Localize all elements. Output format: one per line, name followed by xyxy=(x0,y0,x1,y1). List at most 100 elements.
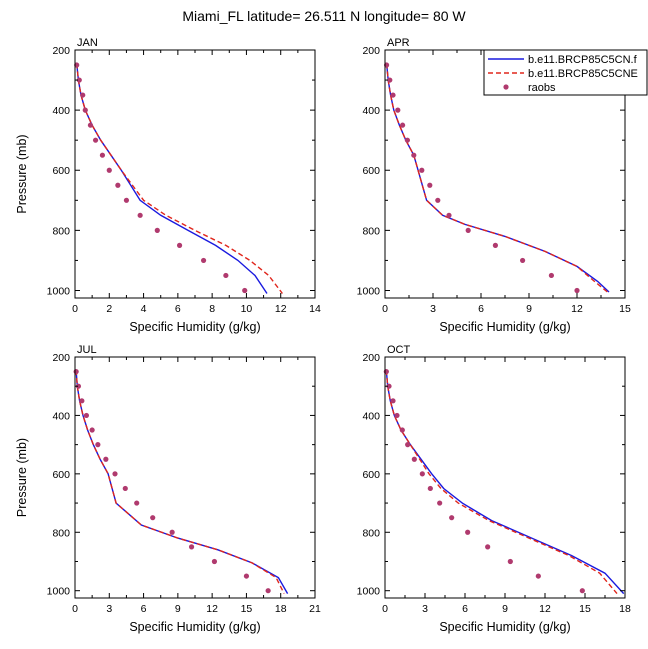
raob-point-apr-10 xyxy=(446,212,452,218)
raob-point-jul-9 xyxy=(134,500,140,506)
raob-point-jul-11 xyxy=(169,529,175,535)
panel-oct: OCT 0 3 6 9 12 15 18 200 400 600 800 1000 Specific Hu… xyxy=(357,344,631,634)
raob-point-oct-3 xyxy=(394,412,400,419)
panel-label-apr: APR xyxy=(387,37,410,49)
panel-jan: JAN 0 2 4 6 8 10 12 14 200 400 600 800 1000 Specific H… xyxy=(15,37,321,334)
legend-label-2: b.e11.BRCP85C5CNE xyxy=(528,68,638,80)
x-tick-label-oct-6: 18 xyxy=(619,603,631,615)
raob-point-apr-7 xyxy=(419,167,425,173)
raob-point-apr-5 xyxy=(404,137,410,143)
raob-point-oct-9 xyxy=(437,500,443,506)
series-line-oct-2 xyxy=(385,370,618,595)
x-tick-label-oct-1: 3 xyxy=(422,603,428,615)
x-tick-label-apr-5: 15 xyxy=(619,303,631,315)
raob-point-apr-1 xyxy=(387,77,393,83)
raob-point-oct-5 xyxy=(405,442,411,448)
legend: b.e11.BRCP85C5CN.f b.e11.BRCP85C5CNE raobs xyxy=(483,49,648,96)
raob-point-jul-15 xyxy=(265,588,271,594)
raob-point-jan-11 xyxy=(154,227,160,233)
y-tick-label-oct-3: 800 xyxy=(362,527,380,539)
raob-point-apr-13 xyxy=(520,257,526,264)
y-tick-label-oct-2: 600 xyxy=(362,469,380,481)
x-tick-label-oct-2: 6 xyxy=(462,603,468,615)
figure-title: Miami_FL latitude= 26.511 N longitude= 8… xyxy=(182,8,466,24)
series-line-jul-1 xyxy=(75,370,289,594)
raob-point-jul-2 xyxy=(79,398,85,404)
y-tick-label-jul-1: 400 xyxy=(52,410,70,422)
y-tick-label-apr-0: 200 xyxy=(362,45,380,57)
raob-point-oct-1 xyxy=(386,383,392,389)
axes-frame-oct xyxy=(384,356,626,599)
raob-point-oct-8 xyxy=(427,485,433,492)
raob-point-jul-5 xyxy=(95,442,101,448)
panel-apr: APR 0 3 6 9 12 15 200 400 600 800 1000 Specific Humi… xyxy=(357,37,631,334)
x-tick-label-jan-4: 8 xyxy=(209,303,215,315)
x-tick-label-jul-1: 3 xyxy=(106,603,112,615)
series-line-jan-2 xyxy=(76,63,283,294)
raob-point-jan-10 xyxy=(137,212,143,218)
raob-point-oct-13 xyxy=(507,558,513,565)
raob-point-apr-4 xyxy=(400,122,406,128)
raob-point-jul-7 xyxy=(112,471,118,477)
raob-point-apr-8 xyxy=(427,182,433,188)
raob-point-oct-7 xyxy=(419,471,425,477)
y-axis-label-jan: Pressure (mb) xyxy=(15,134,29,213)
x-tick-label-oct-3: 9 xyxy=(502,603,508,615)
y-tick-label-jan-0: 200 xyxy=(52,45,70,57)
x-axis-label-jul: Specific Humidity (g/kg) xyxy=(129,620,260,634)
raob-point-jan-5 xyxy=(92,137,99,143)
x-axis-label-apr: Specific Humidity (g/kg) xyxy=(439,320,570,334)
x-tick-label-jul-7: 21 xyxy=(309,603,321,615)
x-tick-label-jul-5: 15 xyxy=(241,603,253,615)
raob-point-oct-14 xyxy=(535,573,541,579)
raob-point-oct-11 xyxy=(465,529,471,535)
legend-swatch-3 xyxy=(503,84,509,90)
y-tick-label-apr-4: 1000 xyxy=(357,285,381,297)
raob-point-jul-12 xyxy=(188,544,195,550)
x-tick-label-apr-4: 12 xyxy=(571,303,583,315)
y-tick-label-apr-3: 800 xyxy=(362,225,380,237)
x-tick-label-apr-1: 3 xyxy=(430,303,436,315)
x-tick-label-jan-1: 2 xyxy=(106,303,112,315)
raob-point-jan-1 xyxy=(76,77,82,83)
y-tick-label-apr-1: 400 xyxy=(362,105,380,117)
raob-point-jan-3 xyxy=(82,107,88,113)
x-tick-label-oct-4: 12 xyxy=(539,603,551,615)
series-line-oct-1 xyxy=(385,370,625,595)
legend-label-1: b.e11.BRCP85C5CN.f xyxy=(528,54,638,66)
y-tick-label-jan-3: 800 xyxy=(52,225,70,237)
x-tick-label-jul-3: 9 xyxy=(175,603,181,615)
panel-label-oct: OCT xyxy=(387,344,411,356)
panel-label-jul: JUL xyxy=(77,344,97,356)
panel-label-jan: JAN xyxy=(77,37,98,49)
raob-point-jul-13 xyxy=(211,558,218,565)
x-tick-label-apr-0: 0 xyxy=(382,303,388,315)
raob-point-jan-9 xyxy=(123,197,130,203)
x-axis-label-oct: Specific Humidity (g/kg) xyxy=(439,620,570,634)
raob-point-jul-14 xyxy=(243,573,250,579)
raob-point-jul-3 xyxy=(83,412,90,419)
raob-point-jan-15 xyxy=(242,287,248,294)
raob-point-jul-10 xyxy=(150,515,156,521)
y-tick-label-jul-0: 200 xyxy=(52,352,70,364)
y-tick-label-jul-2: 600 xyxy=(52,469,70,481)
x-tick-label-jan-3: 6 xyxy=(175,303,181,315)
legend-box xyxy=(483,49,648,96)
raob-point-apr-15 xyxy=(574,287,580,294)
x-tick-label-jan-2: 4 xyxy=(141,303,147,315)
raob-point-jul-1 xyxy=(75,383,82,389)
raob-point-apr-6 xyxy=(411,152,417,158)
y-tick-label-oct-4: 1000 xyxy=(357,586,381,598)
raob-point-apr-11 xyxy=(465,227,471,233)
y-tick-label-jul-4: 1000 xyxy=(47,586,71,598)
raob-point-jan-12 xyxy=(176,242,183,248)
y-tick-label-jan-4: 1000 xyxy=(47,285,71,297)
raob-point-jul-8 xyxy=(122,485,128,492)
raob-point-oct-15 xyxy=(579,588,585,594)
raob-point-oct-4 xyxy=(399,427,405,433)
y-tick-label-jan-1: 400 xyxy=(52,105,70,117)
y-tick-label-apr-2: 600 xyxy=(362,165,380,177)
y-tick-label-jul-3: 800 xyxy=(52,527,70,539)
raob-point-oct-10 xyxy=(449,515,455,521)
